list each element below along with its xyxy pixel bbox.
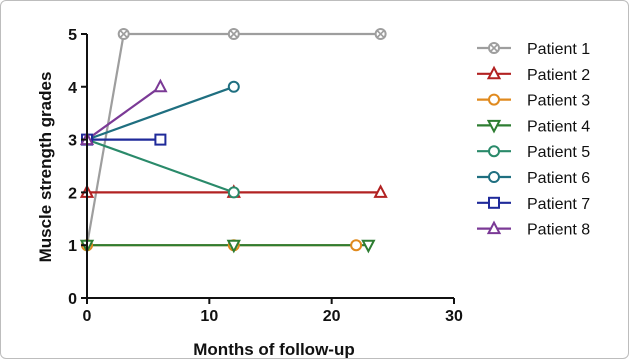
y-tick-label: 0 <box>68 291 77 308</box>
legend-label: Patient 5 <box>527 144 590 161</box>
legend-label: Patient 8 <box>527 222 590 239</box>
x-axis-title: Months of follow-up <box>193 340 354 359</box>
y-axis-title: Muscle strength grades <box>36 72 55 263</box>
y-axis-ticks: 0 1 2 3 4 5 <box>68 27 87 308</box>
legend-marker <box>488 42 500 54</box>
legend-marker-shape <box>488 145 500 158</box>
data-point-series-7 <box>154 133 167 146</box>
y-tick-label: 3 <box>68 133 77 150</box>
x-tick-label: 0 <box>83 308 92 325</box>
data-point-series-1 <box>374 28 387 40</box>
series-lines <box>85 32 381 247</box>
legend-marker <box>486 65 502 80</box>
legend-label: Patient 2 <box>527 67 590 84</box>
legend-item: Patient 6 <box>477 170 590 187</box>
data-point-series-1 <box>227 28 240 40</box>
y-tick-label: 4 <box>68 80 77 97</box>
legend: Patient 1 Patient 2 Patient 3 Patient 4 Pati… <box>477 41 590 239</box>
legend-marker-cross <box>489 43 499 53</box>
legend-marker <box>488 196 500 209</box>
x-tick-label: 30 <box>445 308 463 325</box>
x-tick-label: 10 <box>200 308 218 325</box>
data-point-series-6-shape <box>227 80 240 93</box>
x-axis-ticks: 0 10 20 30 <box>83 298 463 325</box>
x-tick-label: 20 <box>323 308 341 325</box>
legend-marker <box>488 145 500 158</box>
legend-item: Patient 8 <box>477 220 590 239</box>
data-point-series-4 <box>361 239 376 254</box>
legend-label: Patient 3 <box>527 93 590 110</box>
data-point-series-6 <box>227 80 240 93</box>
series-line-8 <box>86 85 162 141</box>
legend-marker-shape <box>488 93 500 106</box>
legend-label: Patient 1 <box>527 41 590 58</box>
legend-label: Patient 7 <box>527 196 590 213</box>
legend-item: Patient 1 <box>477 41 590 58</box>
y-tick-label: 2 <box>68 185 77 202</box>
data-point-series-8 <box>153 78 168 93</box>
legend-marker <box>486 220 502 235</box>
legend-item: Patient 2 <box>477 65 590 84</box>
series-line-6 <box>86 85 235 141</box>
legend-item: Patient 3 <box>477 93 590 110</box>
data-point-series-4 <box>226 239 241 254</box>
y-tick-label: 5 <box>68 27 77 44</box>
data-point-series-3 <box>350 239 363 252</box>
legend-label: Patient 4 <box>527 118 590 135</box>
data-point-series-1 <box>117 28 130 40</box>
data-point-series-5-shape <box>227 186 240 199</box>
legend-label: Patient 6 <box>527 170 590 187</box>
y-tick-label: 1 <box>68 238 77 255</box>
legend-item: Patient 4 <box>477 118 590 135</box>
data-point-series-1-cross <box>376 29 385 39</box>
legend-marker <box>488 171 500 183</box>
axes: 0 10 20 30 0 1 2 3 4 5 <box>68 27 463 325</box>
data-point-series-2 <box>373 184 388 198</box>
data-point-series-3-shape <box>350 239 363 252</box>
legend-marker <box>486 119 502 134</box>
legend-item: Patient 7 <box>477 196 590 213</box>
legend-marker <box>488 93 500 106</box>
data-point-series-5 <box>227 186 240 199</box>
series-line-5 <box>86 138 235 194</box>
data-point-series-1-cross <box>119 29 128 39</box>
data-point-series-1-cross <box>229 29 238 39</box>
legend-marker-shape <box>488 171 500 183</box>
legend-item: Patient 5 <box>477 144 590 161</box>
